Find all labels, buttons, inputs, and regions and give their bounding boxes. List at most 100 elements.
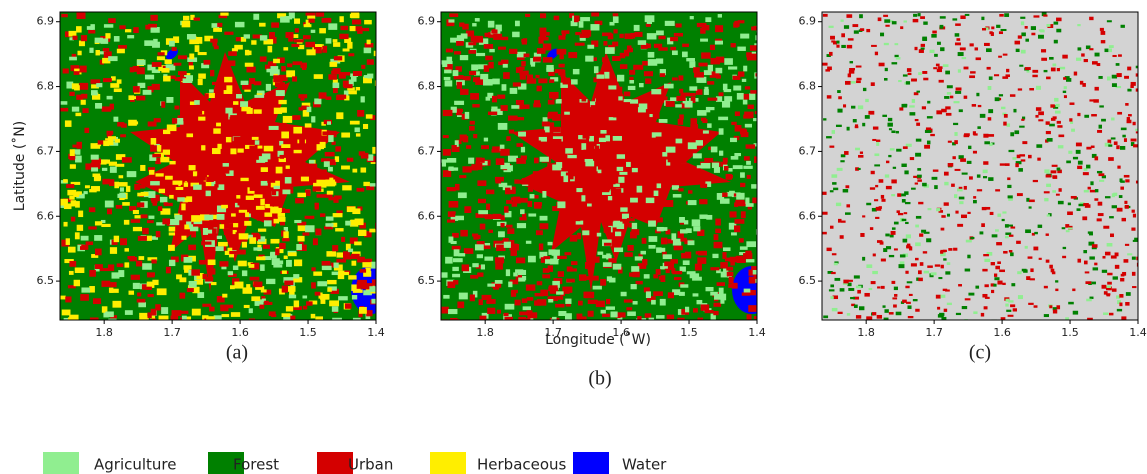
change-pixel [997, 281, 1002, 285]
change-pixel [1007, 177, 1010, 180]
change-pixel [1130, 85, 1133, 88]
land-pixel [488, 112, 497, 115]
change-pixel [964, 186, 967, 190]
change-pixel [1038, 35, 1044, 39]
land-pixel [75, 113, 81, 116]
change-pixel [902, 199, 906, 203]
change-pixel [1056, 305, 1060, 309]
land-pixel [172, 47, 177, 51]
land-pixel [708, 98, 718, 101]
land-pixel [717, 282, 725, 286]
land-pixel [516, 158, 526, 164]
land-pixel [265, 137, 273, 140]
land-pixel [600, 130, 606, 134]
land-pixel [175, 77, 179, 80]
land-pixel [77, 225, 83, 231]
change-pixel [1058, 145, 1064, 148]
change-pixel [844, 25, 849, 29]
change-pixel [1003, 251, 1007, 254]
land-pixel [676, 139, 683, 144]
land-pixel [637, 173, 643, 180]
land-pixel [647, 20, 652, 24]
land-pixel [619, 34, 623, 38]
land-pixel [631, 266, 639, 272]
land-pixel [629, 77, 633, 81]
land-pixel [617, 224, 625, 229]
change-pixel [1029, 88, 1034, 90]
land-pixel [673, 194, 682, 198]
land-pixel [563, 105, 571, 110]
land-pixel [617, 87, 622, 93]
land-pixel [660, 299, 666, 306]
land-pixel [581, 129, 588, 132]
change-pixel [1053, 176, 1057, 179]
land-pixel [449, 13, 458, 17]
land-pixel [326, 38, 332, 43]
change-pixel [964, 67, 969, 70]
change-pixel [836, 203, 841, 206]
land-pixel [189, 54, 194, 60]
land-pixel [700, 184, 707, 188]
land-pixel [624, 299, 633, 302]
change-pixel [915, 242, 921, 246]
change-pixel [885, 174, 889, 177]
change-pixel [1114, 141, 1118, 145]
land-pixel [675, 104, 682, 107]
change-pixel [1098, 76, 1102, 79]
land-pixel [189, 65, 194, 69]
change-pixel [927, 141, 930, 145]
land-pixel [329, 300, 339, 306]
land-pixel [199, 260, 208, 265]
change-pixel [836, 41, 839, 44]
land-pixel [693, 293, 699, 296]
land-pixel [492, 79, 499, 85]
land-pixel [522, 298, 528, 303]
land-pixel [80, 294, 89, 301]
change-pixel [1086, 147, 1091, 150]
land-pixel [443, 110, 453, 116]
land-pixel [548, 249, 555, 255]
land-pixel [549, 285, 558, 288]
land-pixel [602, 255, 612, 259]
land-pixel [137, 193, 143, 197]
land-pixel [613, 136, 622, 141]
land-pixel [166, 267, 171, 274]
land-pixel [272, 190, 276, 195]
land-pixel [457, 82, 462, 89]
change-pixel [965, 298, 971, 300]
land-pixel [587, 204, 592, 207]
land-pixel [294, 220, 301, 223]
land-pixel [101, 160, 110, 164]
land-pixel [351, 76, 357, 81]
land-pixel [341, 166, 350, 170]
change-pixel [1021, 119, 1024, 121]
change-pixel [1002, 211, 1006, 213]
land-pixel [597, 118, 607, 121]
change-pixel [1033, 247, 1038, 251]
land-pixel [272, 208, 282, 213]
land-pixel [89, 286, 95, 293]
land-pixel [689, 172, 696, 176]
land-pixel [116, 205, 123, 209]
land-pixel [251, 122, 255, 127]
change-pixel [1083, 172, 1089, 175]
land-pixel [714, 242, 723, 248]
land-pixel [243, 287, 253, 293]
land-pixel [122, 202, 130, 206]
change-pixel [1103, 226, 1109, 229]
land-pixel [74, 71, 80, 75]
change-pixel [936, 64, 940, 67]
land-pixel [697, 165, 704, 168]
change-pixel [1010, 94, 1015, 97]
land-pixel [309, 160, 315, 163]
land-pixel [117, 49, 125, 54]
land-pixel [506, 225, 513, 228]
land-pixel [357, 282, 365, 289]
land-pixel [627, 218, 635, 221]
change-pixel [830, 190, 834, 192]
change-pixel [1030, 278, 1035, 280]
land-pixel [245, 163, 249, 170]
land-pixel [63, 222, 67, 227]
change-pixel [977, 126, 980, 129]
land-pixel [746, 161, 751, 165]
